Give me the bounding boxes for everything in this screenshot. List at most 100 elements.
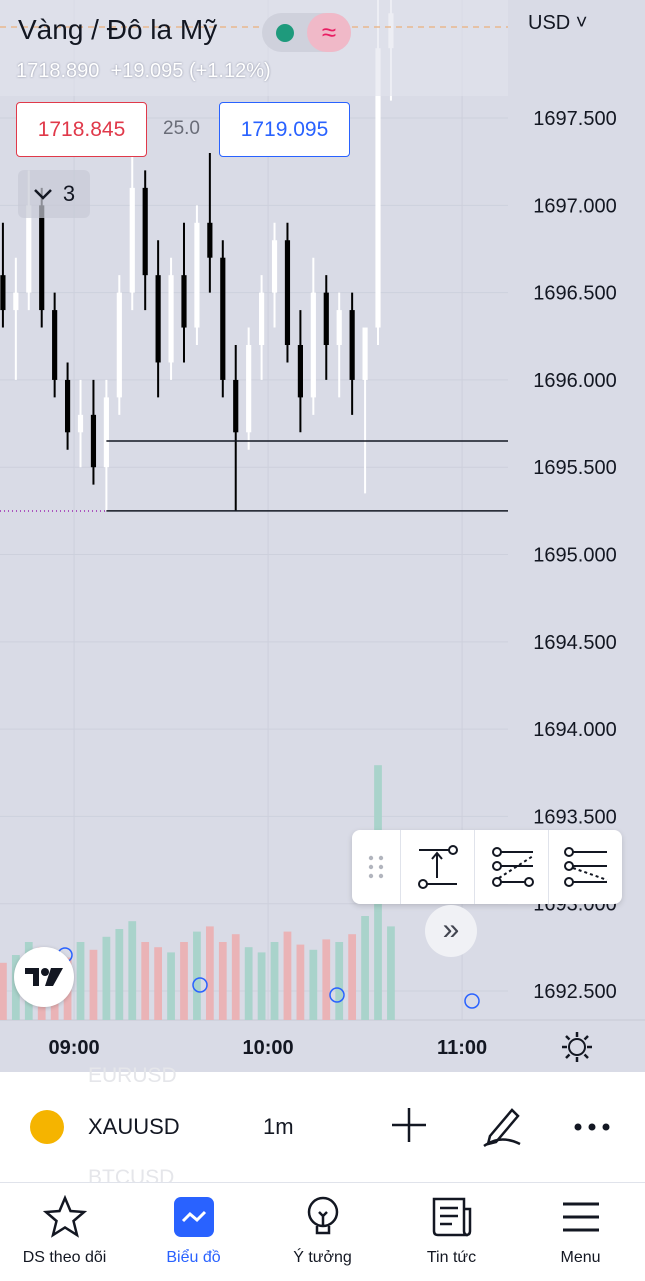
price-range-tool[interactable] [400,830,474,904]
nav-watchlist[interactable]: DS theo dõi [0,1183,129,1281]
volume-bar [76,942,85,1020]
icon-part [574,1123,582,1131]
fib-extension-tool[interactable] [548,830,622,904]
icon-part [562,1202,599,1232]
ghost-symbol: EURUSD [88,1064,177,1087]
currency: USD [528,12,571,34]
indicators-count: 3 [62,181,76,206]
plus-icon [392,1108,426,1142]
add-button[interactable] [390,1106,428,1149]
fib-icon [491,847,534,887]
volume-bar [154,947,163,1020]
candle-body [336,310,342,346]
bottom-nav: DS theo dõi Biểu đồ Ý tưởng Tin tức Menu [0,1182,645,1281]
icon-part [483,1108,521,1148]
candle-body [284,240,291,346]
drag-handle[interactable] [352,830,400,904]
volume-bar [128,921,137,1020]
icon-part [563,877,574,887]
bulb-icon [307,1196,338,1235]
nav-ideas[interactable]: Ý tưởng [258,1183,387,1281]
volume-bar [296,944,305,1020]
candle-body [233,379,239,433]
icon-part [41,968,49,976]
candle-body [26,205,32,293]
icon-part [523,877,534,887]
nav-chart[interactable]: Biểu đồ [129,1183,258,1281]
interval[interactable]: 1m [263,1114,294,1139]
symbol[interactable]: XAUUSD [88,1114,180,1139]
volume-bar [335,942,344,1020]
currency-selector[interactable]: USD ˅ [528,12,588,34]
candle-body [129,187,135,293]
icon-part [417,845,458,889]
icon-part [181,1210,206,1223]
candle-body [181,275,187,328]
x-tick-label: 09:00 [48,1037,99,1059]
news-icon [432,1197,471,1237]
icon-part [45,968,63,986]
icon-part [602,1123,610,1131]
icon-part [307,1196,338,1235]
volume-bar [387,926,395,1020]
candle-body [220,257,226,380]
volume-bar [141,942,150,1020]
candle-body [310,292,316,398]
volume-bar [361,916,369,1020]
draw-button[interactable] [480,1104,524,1153]
icon-part [483,1138,521,1148]
volume-bar [89,949,98,1020]
fib-extension-icon [563,847,607,887]
delay-icon: ≈ [307,13,351,52]
symbol-logo [30,1110,64,1144]
buy-button[interactable]: 1719.095 [219,102,350,157]
icon-part [562,1032,592,1062]
x-tick-label: 11:00 [437,1037,487,1059]
volume-bar [270,942,279,1020]
volume-bar [309,949,318,1020]
y-tick-label: 1695.000 [533,545,616,567]
volume-bar [244,947,253,1020]
icon-part [565,1035,571,1041]
y-tick-label: 1692.500 [533,981,616,1003]
icon-part [563,847,607,887]
last-price: 1718.890 [16,60,100,82]
icon-part [33,189,52,200]
candle-body [375,48,381,328]
icon-part [378,873,384,879]
nav-menu[interactable]: Menu [516,1183,645,1281]
more-button[interactable] [572,1120,612,1138]
fib-tool[interactable] [474,830,548,904]
icon-part [491,847,534,887]
sell-price: 1718.845 [37,117,126,141]
icon-part [432,1197,471,1237]
drawing-toolbar [352,830,622,904]
y-tick-label: 1697.000 [533,195,616,217]
nav-news[interactable]: Tin tức [387,1183,516,1281]
status-pill[interactable]: ≈ [262,13,351,52]
settings-button[interactable] [560,1030,594,1069]
y-tick-label: 1697.500 [533,108,616,130]
drag-icon [368,855,384,879]
candle-body [13,292,19,311]
symbol-title[interactable]: Vàng / Đô la Mỹ [18,14,218,45]
volume-bar [193,931,201,1020]
icon-part [307,1196,338,1228]
candle-body [271,240,278,293]
market-open-dot [276,24,294,42]
nav-label: DS theo dõi [22,1249,107,1266]
candle-body [168,275,174,363]
icon-part [563,861,574,871]
candle-body [52,310,58,380]
indicators-toggle[interactable]: 3 [18,170,90,218]
icon-part [368,873,374,879]
scroll-to-latest[interactable]: » [425,905,477,957]
candle-body [297,345,303,398]
nav-label: Tin tức [426,1249,477,1266]
sell-button[interactable]: 1718.845 [16,102,147,157]
icon-part [491,861,502,871]
y-tick-label: 1695.500 [533,457,616,479]
tv-logo[interactable] [14,947,74,1007]
icon-part [572,867,607,881]
